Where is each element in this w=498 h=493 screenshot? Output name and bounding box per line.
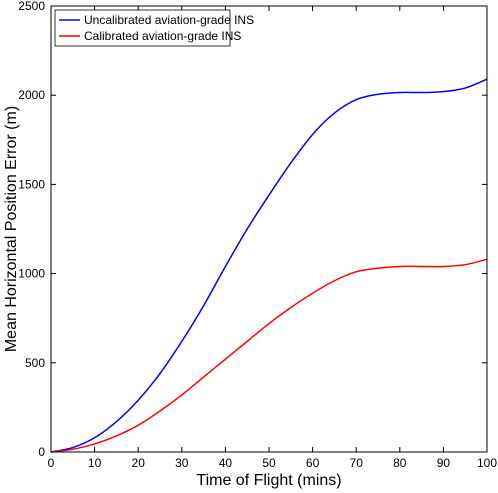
x-tick-label: 90 <box>437 456 451 470</box>
y-tick-label: 500 <box>25 356 45 370</box>
x-tick-label: 50 <box>262 456 276 470</box>
series-lines <box>50 78 488 453</box>
y-axis-title: Mean Horizontal Position Error (m) <box>3 106 20 352</box>
series-line-calibrated <box>50 258 488 453</box>
x-tick-label: 10 <box>88 456 102 470</box>
legend-label-calibrated: Calibrated aviation-grade INS <box>84 29 241 43</box>
x-tick-label: 60 <box>306 456 320 470</box>
x-axis-title: Time of Flight (mins) <box>196 472 341 489</box>
x-tick-label: 100 <box>477 456 497 470</box>
legend-box <box>54 9 231 47</box>
y-tick-label: 1000 <box>18 267 45 281</box>
y-tick-label: 2000 <box>18 88 45 102</box>
legend-label-uncalibrated: Uncalibrated aviation-grade INS <box>84 13 254 27</box>
x-tick-label: 0 <box>48 456 55 470</box>
y-tick-label: 2500 <box>18 0 45 13</box>
series-line-uncalibrated <box>50 78 488 453</box>
y-tick-label: 0 <box>38 445 45 459</box>
x-tick-label: 80 <box>393 456 407 470</box>
x-tick-label: 70 <box>350 456 364 470</box>
legend: Uncalibrated aviation-grade INS Calibrat… <box>54 9 254 47</box>
axis-ticks: 0 10 20 30 40 50 60 70 80 90 100050010001500200025… <box>18 0 497 470</box>
plot-frame <box>50 5 488 453</box>
x-tick-label: 30 <box>175 456 189 470</box>
x-tick-label: 40 <box>219 456 233 470</box>
y-tick-label: 1500 <box>18 177 45 191</box>
x-tick-label: 20 <box>132 456 146 470</box>
